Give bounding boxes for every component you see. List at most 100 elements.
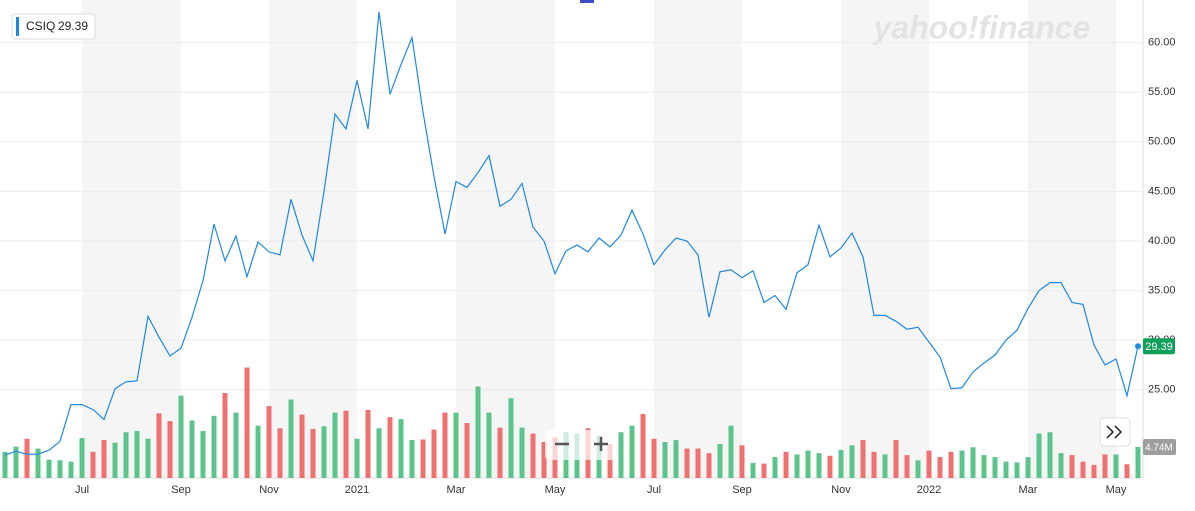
zoom-panel <box>545 430 617 460</box>
volume-bar <box>618 432 624 478</box>
button[interactable] <box>1099 417 1131 447</box>
volume-bar <box>255 425 261 478</box>
volume-bar <box>420 439 426 478</box>
x-tick-label: Sep <box>732 484 752 496</box>
volume-bar <box>365 409 371 478</box>
volume-bar <box>750 462 756 478</box>
volume-bar <box>442 412 448 478</box>
x-tick-label: Mar <box>447 484 466 496</box>
volume-bar <box>783 451 789 478</box>
x-tick-label: Jul <box>75 484 89 496</box>
volume-tag <box>1143 439 1176 456</box>
volume-bar <box>431 429 437 478</box>
volume-bar <box>992 457 998 478</box>
volume-bar <box>211 415 217 478</box>
volume-bar <box>673 440 679 478</box>
x-tick-label: Nov <box>831 484 851 496</box>
y-tick-label: 35.00 <box>1148 284 1176 296</box>
volume-bar <box>1135 447 1141 478</box>
price-line <box>4 11 1139 456</box>
volume-bar <box>530 433 536 478</box>
volume-bar <box>684 448 690 478</box>
month-band <box>456 0 555 478</box>
volume-bar <box>79 438 85 478</box>
volume-bar <box>794 454 800 478</box>
volume-bar <box>1124 464 1130 478</box>
y-tick-label: 40.00 <box>1148 235 1176 247</box>
month-band <box>269 0 357 478</box>
volume-bar <box>35 448 41 478</box>
volume-bar <box>409 440 415 478</box>
volume-bar <box>882 454 888 478</box>
y-tick-label: 55.00 <box>1148 86 1176 98</box>
volume-bar <box>772 457 778 478</box>
volume-bar <box>134 430 140 478</box>
volume-bar <box>508 398 514 478</box>
volume-bar <box>13 446 19 478</box>
volume-bar <box>728 425 734 478</box>
volume-tag-label: 4.74M <box>1145 443 1173 454</box>
month-band <box>82 0 181 478</box>
volume-bar <box>1091 464 1097 478</box>
x-tick-label: 2022 <box>917 484 941 496</box>
volume-bar <box>816 453 822 478</box>
volume-bar <box>233 412 239 478</box>
volume-bar <box>717 443 723 478</box>
volume-bar <box>101 440 107 478</box>
handle <box>580 0 594 3</box>
volume-bar <box>1058 453 1064 478</box>
month-bands <box>82 0 1116 478</box>
volume-bar <box>486 412 492 478</box>
y-tick-label: 50.00 <box>1148 136 1176 148</box>
volume-bar <box>354 438 360 478</box>
volume-bar <box>739 445 745 478</box>
volume-bar <box>90 451 96 478</box>
volume-bar <box>607 443 613 478</box>
volume-bar <box>200 430 206 478</box>
volume-bar <box>871 451 877 478</box>
volume-bar <box>464 423 470 478</box>
x-tick-label: Jul <box>647 484 661 496</box>
price-tag <box>1143 338 1175 355</box>
volume-bar <box>1003 461 1009 478</box>
price-tag-label: 29.39 <box>1145 341 1173 353</box>
chip-color <box>16 17 19 36</box>
volume-bar <box>376 428 382 478</box>
watermark: yahoo!finance <box>872 9 1091 45</box>
x-tick-label: May <box>545 484 566 496</box>
volume-bar <box>189 420 195 478</box>
volume-bar <box>310 428 316 478</box>
volume-bar <box>761 463 767 478</box>
chip-symbol: CSIQ <box>26 19 55 33</box>
volume-bar <box>1047 432 1053 478</box>
volume-bar <box>959 450 965 478</box>
x-tick-label: Sep <box>171 484 191 496</box>
volume-bar <box>277 428 283 478</box>
volume-bar <box>244 367 250 478</box>
volume-bar <box>1025 457 1031 478</box>
expand-button[interactable] <box>1099 417 1131 447</box>
volume-bar <box>1069 455 1075 478</box>
volume-bar <box>123 432 129 478</box>
volume-bar <box>915 460 921 478</box>
y-tick-label: 60.00 <box>1148 37 1176 49</box>
volume-bar <box>519 427 525 478</box>
x-tick-label: Mar <box>1019 484 1038 496</box>
volume-bar <box>178 395 184 478</box>
volume-bar <box>640 413 646 478</box>
month-band <box>841 0 929 478</box>
volume-bar <box>981 455 987 478</box>
volume-bar <box>937 457 943 478</box>
volume-bar <box>2 451 8 478</box>
volume-bar <box>541 442 547 478</box>
volume-bar <box>838 449 844 478</box>
volume-bar <box>893 440 899 478</box>
volume-bar <box>926 450 932 478</box>
x-tick-label: 2021 <box>345 484 369 496</box>
zoom-controls[interactable] <box>545 430 617 460</box>
volume-bar <box>387 417 393 478</box>
volume-bar <box>453 412 459 478</box>
x-tick-label: May <box>1106 484 1127 496</box>
chevrons <box>1106 425 1123 439</box>
